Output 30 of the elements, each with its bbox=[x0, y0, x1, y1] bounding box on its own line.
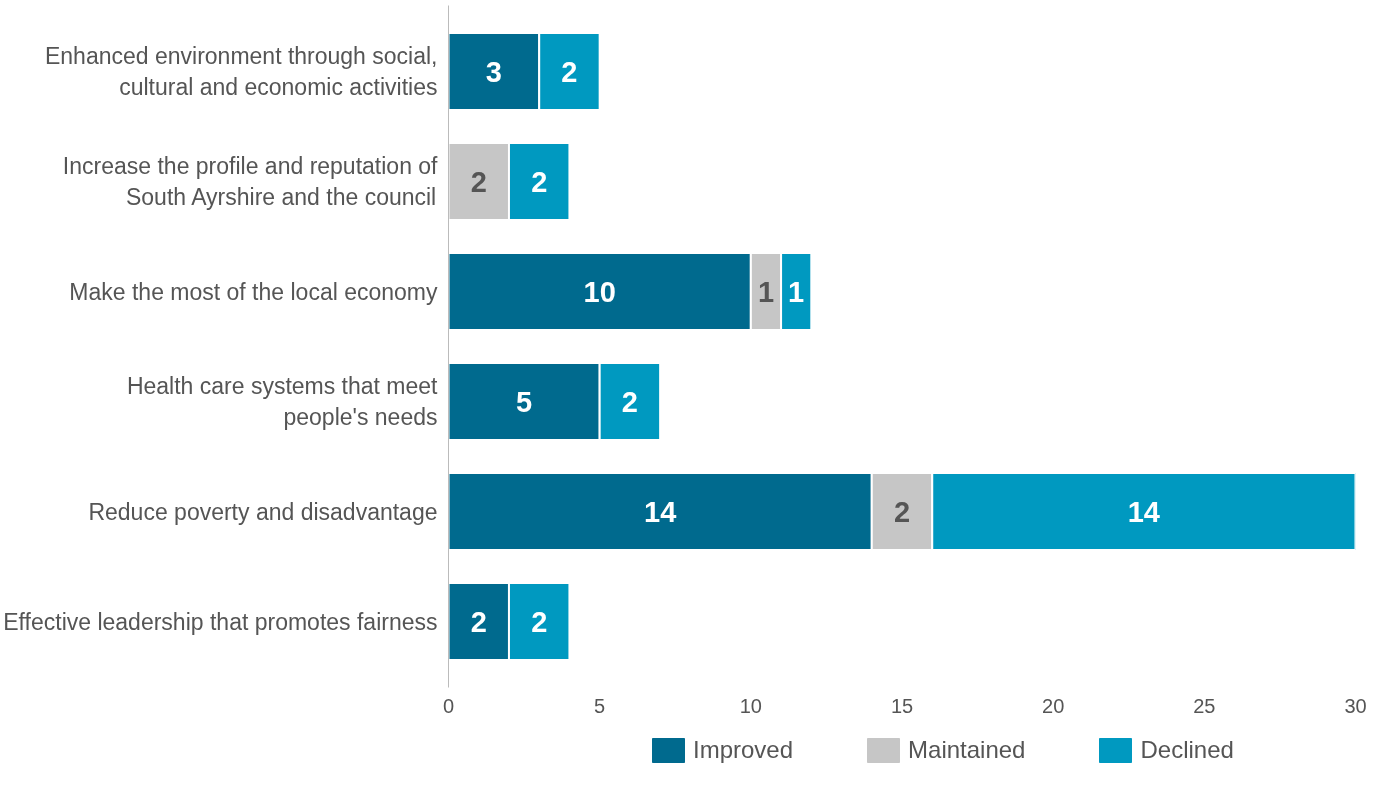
data-label: 14 bbox=[1127, 495, 1160, 528]
data-label: 2 bbox=[621, 385, 638, 418]
y-tick-label: Make the most of the local economy bbox=[69, 278, 438, 305]
data-label: 3 bbox=[485, 55, 502, 88]
data-label: 2 bbox=[531, 605, 548, 638]
data-label: 2 bbox=[893, 495, 911, 528]
x-tick-label: 0 bbox=[442, 694, 455, 717]
data-label: 10 bbox=[583, 275, 616, 308]
x-tick-label: 5 bbox=[594, 694, 606, 717]
x-tick-label: 30 bbox=[1344, 694, 1367, 717]
y-tick-label: Health care systems that meet people's needs bbox=[126, 372, 439, 431]
x-tick-label: 25 bbox=[1193, 694, 1216, 717]
data-label: 14 bbox=[644, 495, 677, 528]
x-tick-label: 15 bbox=[890, 694, 914, 717]
data-label: 1 bbox=[757, 275, 775, 308]
data-label: 5 bbox=[516, 385, 533, 418]
legend-label: Maintained bbox=[908, 736, 1026, 764]
y-tick-label: Increase the profile and reputation of South Ayrshire and the council bbox=[62, 152, 439, 211]
legend-label: Declined bbox=[1140, 736, 1234, 764]
x-tick-label: 10 bbox=[739, 694, 762, 717]
x-tick-label: 20 bbox=[1042, 694, 1065, 717]
data-label: 2 bbox=[470, 165, 487, 198]
y-tick-label: Reduce poverty and disadvantage bbox=[88, 498, 438, 525]
y-tick-label: Effective leadership that promotes fairness bbox=[3, 608, 438, 635]
data-label: 2 bbox=[470, 605, 487, 638]
data-label: 2 bbox=[561, 55, 578, 88]
legend-label: Improved bbox=[693, 736, 794, 764]
y-tick-label: Enhanced environment through social, cultural and economic activities bbox=[44, 42, 438, 101]
data-label: 2 bbox=[531, 165, 548, 198]
data-label: 1 bbox=[788, 275, 805, 308]
